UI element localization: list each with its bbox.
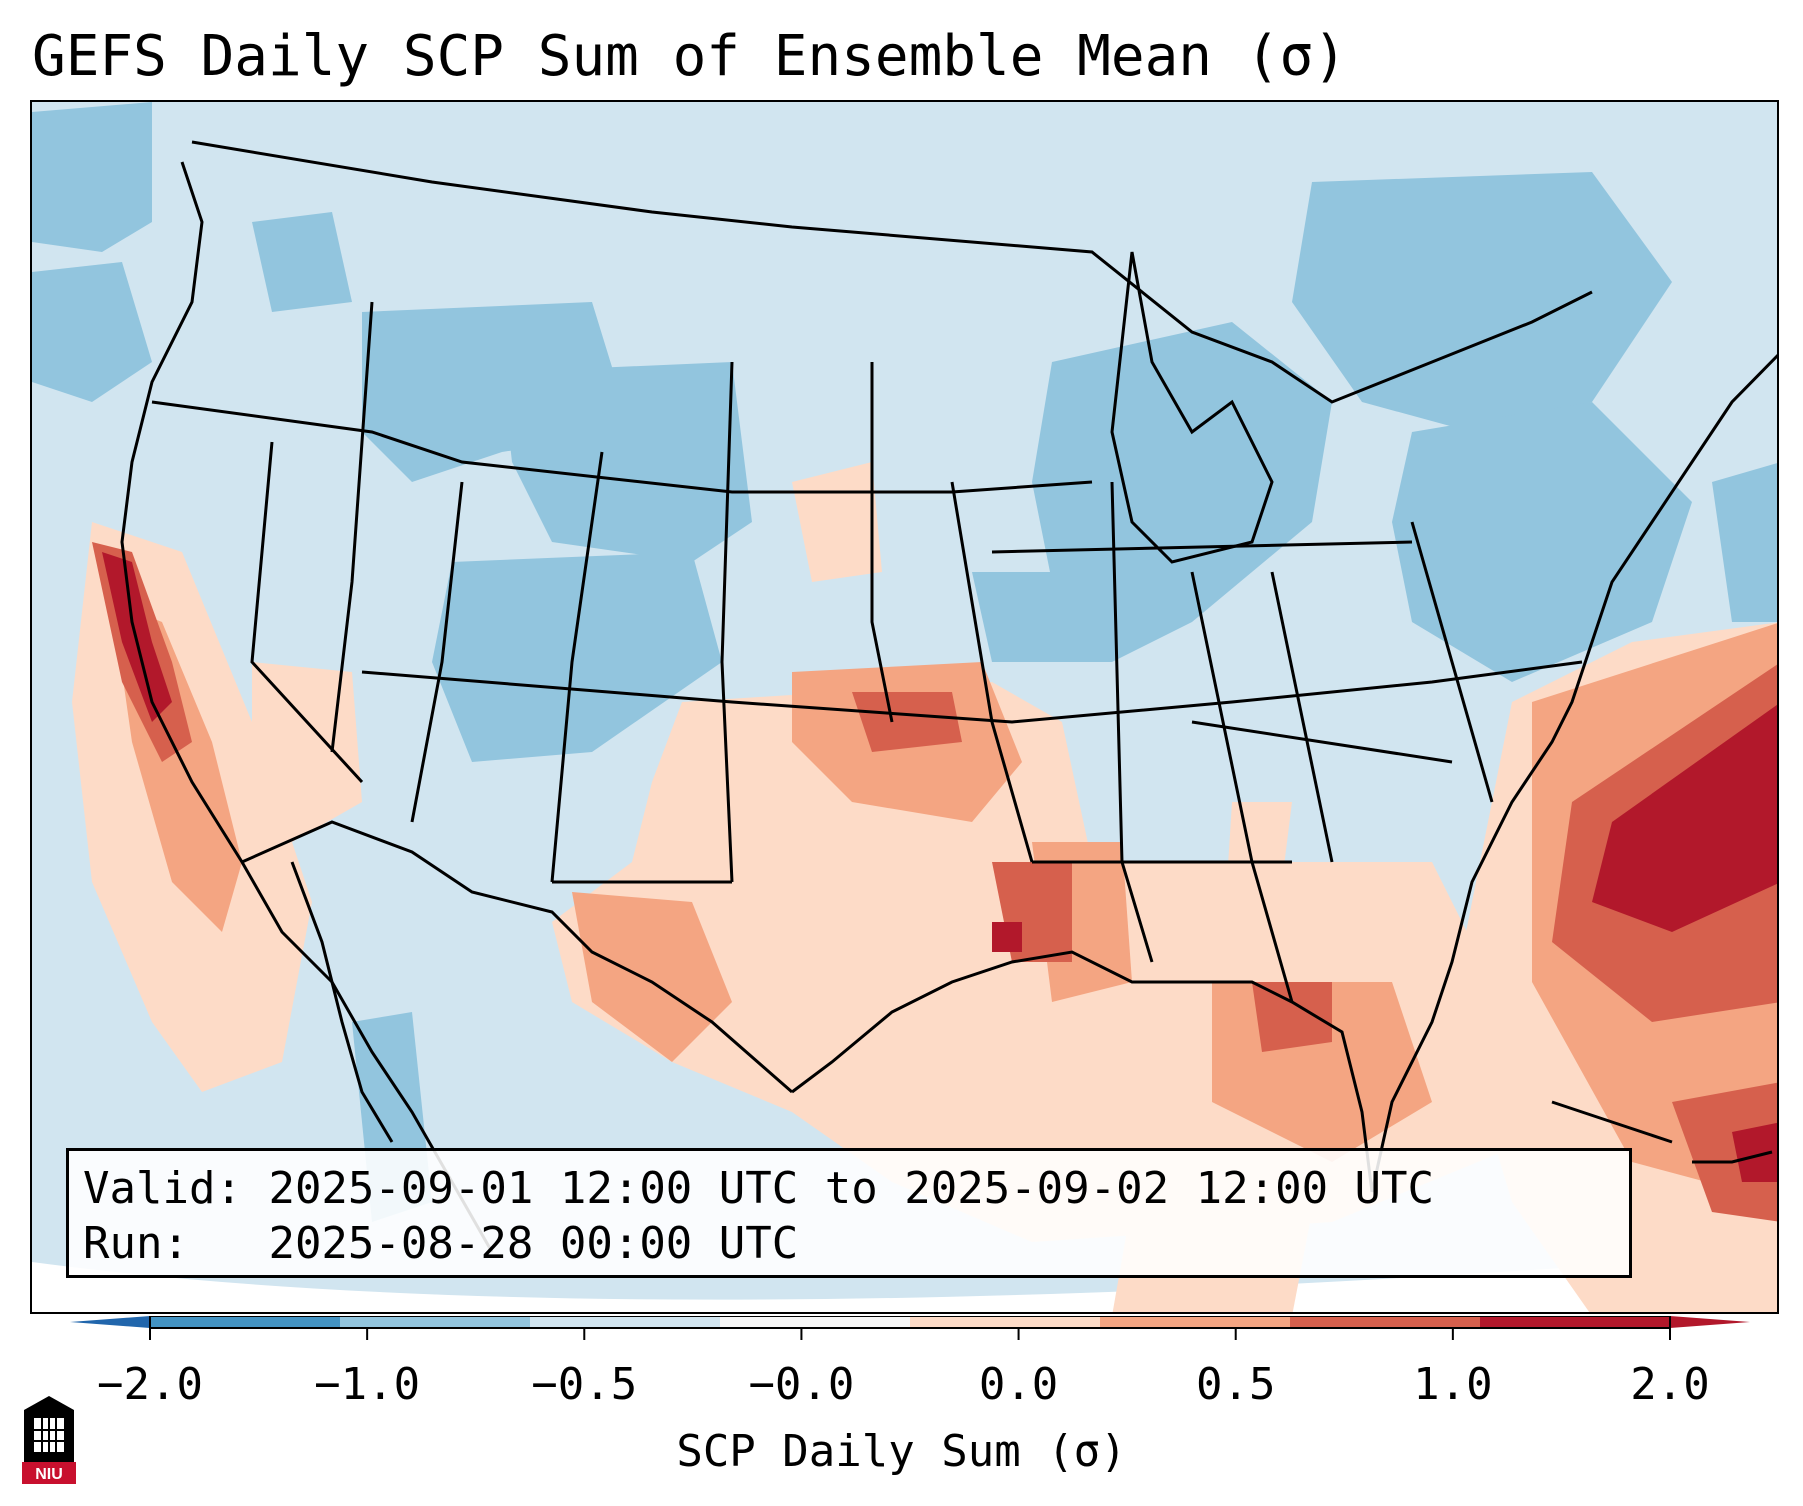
- colorbar-segment: [910, 1316, 1101, 1328]
- valid-value: 2025-09-01 12:00 UTC to 2025-09-02 12:00…: [268, 1163, 1435, 1214]
- gulf-coastline: [791, 950, 1374, 1193]
- projection-edge: [32, 1252, 1777, 1312]
- scp-map: [32, 102, 1777, 1312]
- colorbar-tick-label: −1.0: [314, 1359, 421, 1410]
- run-label: Run:: [83, 1218, 189, 1269]
- colorbar-label: SCP Daily Sum (σ): [676, 1426, 1127, 1477]
- mexico-border: [241, 820, 793, 1094]
- colorbar-tick-label: −0.0: [748, 1359, 855, 1410]
- colorbar-segment: [1290, 1316, 1481, 1328]
- colorbar-tick-label: 0.0: [978, 1359, 1059, 1410]
- colorbar-tick-label: −2.0: [97, 1359, 203, 1410]
- west-coastline: [120, 161, 494, 1253]
- colorbar-tick-label: 1.0: [1413, 1359, 1493, 1410]
- international-border: [191, 140, 1593, 404]
- colorbar-tick-label: −0.5: [531, 1359, 638, 1410]
- colorbar-segment: [720, 1316, 911, 1328]
- niu-logo-icon: NIU: [22, 1396, 76, 1484]
- run-value: 2025-08-28 00:00 UTC: [268, 1218, 799, 1269]
- negative-anomaly-fields: [32, 102, 1777, 1222]
- map-panel: [30, 100, 1779, 1314]
- valid-label: Valid:: [83, 1163, 242, 1214]
- valid-run-info-box: Valid: 2025-09-01 12:00 UTC to 2025-09-0…: [66, 1148, 1632, 1278]
- boundaries: [120, 140, 1777, 1253]
- colorbar-over-triangle: [1670, 1316, 1750, 1328]
- colorbar-segments: [150, 1316, 1671, 1328]
- east-coastline: [1370, 353, 1777, 1193]
- colorbar-segment: [340, 1316, 531, 1328]
- colorbar-ticks: [149, 1328, 1671, 1340]
- colorbar-under-triangle: [70, 1316, 150, 1328]
- great-lakes-region: [1110, 251, 1274, 564]
- colorbar-segment: [530, 1316, 721, 1328]
- logo-text: NIU: [35, 1466, 63, 1483]
- colorbar-tick-label: 0.5: [1195, 1359, 1276, 1410]
- colorbar-tick-label: 2.0: [1630, 1359, 1710, 1410]
- colorbar-segment: [1480, 1316, 1671, 1328]
- colorbar: [70, 1316, 1750, 1340]
- colorbar-segment: [1100, 1316, 1291, 1328]
- colorbar-segment: [150, 1316, 341, 1328]
- chart-title: GEFS Daily SCP Sum of Ensemble Mean (σ): [32, 24, 1347, 89]
- colorbar-outline: [149, 1316, 1671, 1329]
